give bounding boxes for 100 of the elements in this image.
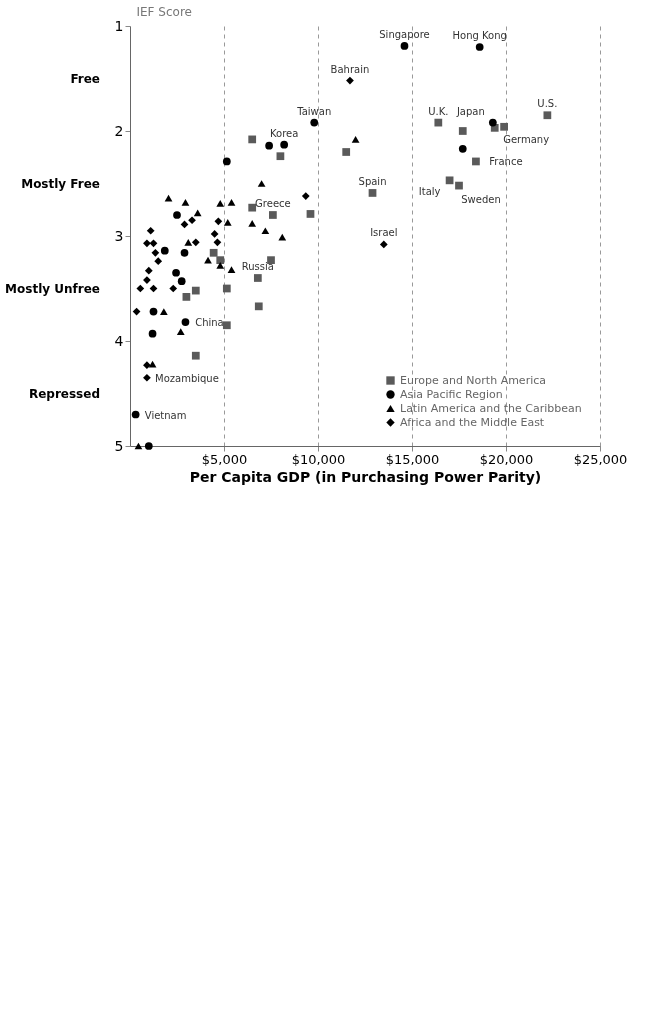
point	[151, 248, 160, 257]
point	[216, 256, 225, 265]
point	[351, 136, 360, 143]
text: Mostly Unfree	[5, 281, 100, 296]
point	[265, 141, 273, 150]
point	[132, 307, 141, 316]
point	[379, 240, 388, 249]
point	[342, 148, 351, 156]
point	[181, 318, 190, 326]
point	[222, 284, 231, 293]
point	[148, 329, 157, 338]
point	[269, 211, 277, 219]
point	[159, 308, 168, 315]
y-tick-label: 3	[114, 227, 124, 244]
annotation: Israel	[370, 227, 398, 239]
point	[191, 351, 200, 360]
point	[346, 76, 354, 85]
point	[146, 226, 155, 235]
point	[222, 157, 231, 166]
annotation: Greece	[255, 198, 291, 209]
point	[248, 135, 257, 144]
point	[310, 118, 319, 127]
y-tick-label: 1	[114, 17, 124, 34]
point	[458, 144, 467, 153]
point	[222, 321, 231, 330]
point	[182, 293, 191, 301]
point	[191, 238, 200, 247]
y-axis-title: IEF Score	[136, 4, 192, 19]
y-tick-label: 5	[114, 437, 124, 454]
point	[213, 238, 222, 247]
point	[214, 217, 223, 226]
point	[254, 302, 263, 311]
point	[144, 442, 153, 450]
point	[301, 192, 310, 200]
point	[248, 203, 257, 212]
point	[149, 239, 158, 248]
legend-label: Latin America and the Caribbean	[400, 401, 582, 415]
point	[136, 284, 145, 293]
point	[191, 286, 200, 295]
point	[400, 42, 409, 50]
point	[472, 157, 480, 166]
point	[184, 238, 193, 246]
annotation: Mozambique	[155, 372, 219, 384]
point	[143, 239, 151, 248]
point	[500, 122, 508, 131]
annotation: Germany	[503, 133, 550, 145]
annotation: Hong Kong	[452, 30, 507, 41]
annotation: France	[489, 156, 523, 168]
point	[227, 199, 236, 206]
annotation: Japan	[455, 105, 485, 117]
point	[475, 43, 484, 51]
x-tick-label: $5,000	[201, 451, 248, 467]
point	[223, 219, 232, 226]
x-tick-label: $15,000	[385, 451, 440, 467]
annotation: Russia	[241, 261, 274, 272]
point	[445, 176, 454, 185]
annotation: Korea	[269, 127, 299, 139]
point	[216, 262, 225, 269]
point	[216, 200, 225, 207]
annotation: Vietnam	[144, 409, 187, 421]
point	[261, 227, 270, 235]
annotation: Bahrain	[330, 63, 370, 75]
point	[177, 277, 186, 286]
point	[154, 257, 163, 266]
point	[144, 266, 153, 275]
point	[276, 152, 285, 161]
point	[368, 189, 377, 197]
annotation: China	[195, 317, 224, 329]
point	[134, 442, 143, 450]
point	[248, 220, 257, 227]
point	[143, 361, 151, 370]
point	[131, 410, 140, 419]
point	[143, 373, 151, 382]
x-axis-title: Per Capita GDP (in Purchasing Power Parity)	[189, 468, 542, 485]
x-tick-label: $25,000	[573, 451, 628, 467]
point	[169, 284, 178, 293]
point	[434, 118, 443, 127]
point	[181, 199, 190, 206]
text: Mostly Free	[21, 176, 100, 191]
point	[458, 127, 467, 135]
legend-label: Africa and the Middle East	[400, 415, 545, 429]
point	[143, 276, 151, 284]
x-tick-label: $20,000	[479, 451, 534, 467]
point	[172, 268, 180, 277]
legend-label: Asia Pacific Region	[400, 387, 503, 401]
y-tick-label: 2	[114, 122, 124, 139]
point	[176, 328, 185, 335]
legend-label: Europe and North America	[400, 373, 547, 387]
point	[210, 230, 219, 238]
point	[306, 210, 315, 218]
point	[164, 194, 173, 202]
point	[280, 140, 289, 149]
point	[180, 248, 189, 257]
annotation: U.K.	[428, 105, 449, 117]
point	[227, 266, 236, 273]
point	[173, 211, 181, 219]
text: Repressed	[28, 386, 100, 401]
point	[253, 274, 262, 282]
point	[149, 307, 158, 316]
y-tick-label: 4	[114, 332, 124, 349]
